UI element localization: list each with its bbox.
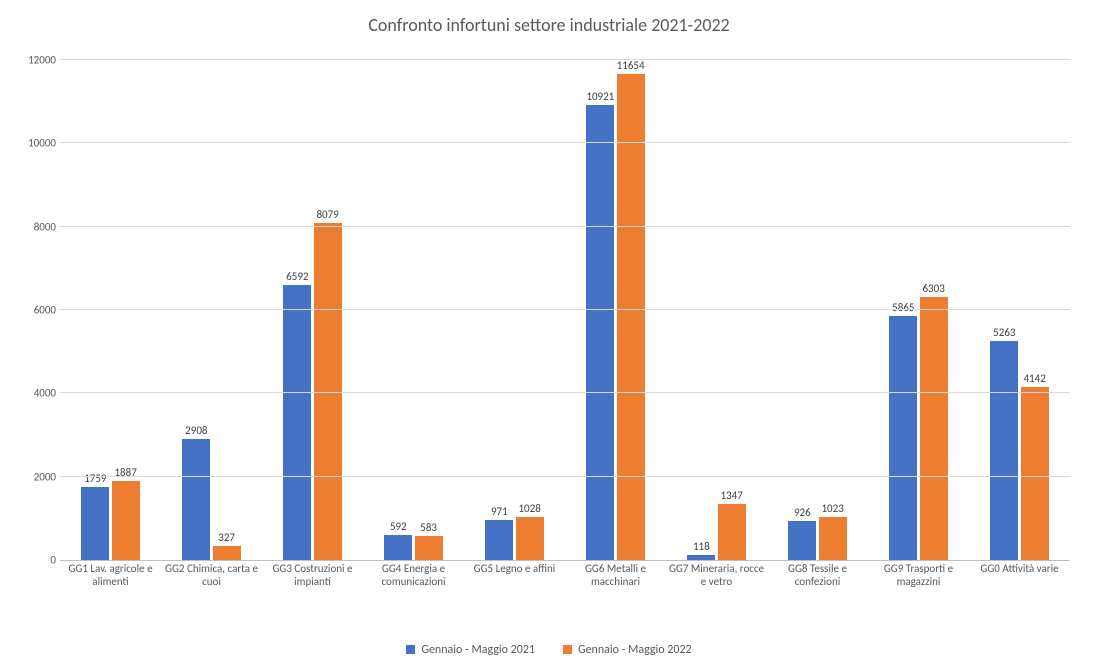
x-axis-labels: GG1 Lav. agricole e alimentiGG2 Chimica,…	[60, 562, 1070, 622]
y-tick-label: 6000	[6, 304, 56, 317]
bar: 583	[415, 536, 443, 560]
bar: 971	[485, 520, 513, 560]
bar-value-label: 327	[218, 531, 235, 546]
y-tick-label: 2000	[6, 470, 56, 483]
bar-value-label: 8079	[316, 208, 338, 223]
bar: 5865	[889, 316, 917, 560]
x-tick-label: GG6 Metalli e macchinari	[565, 562, 666, 622]
y-tick-label: 12000	[6, 54, 56, 67]
bar-value-label: 10921	[586, 90, 614, 105]
bar: 6592	[283, 285, 311, 560]
bar: 2908	[182, 439, 210, 560]
bar-value-label: 592	[390, 520, 407, 535]
bar-group: 1092111654	[586, 60, 645, 560]
bar-group: 592583	[384, 60, 443, 560]
y-tick-label: 8000	[6, 220, 56, 233]
bar: 5263	[990, 341, 1018, 560]
bar-value-label: 1023	[821, 502, 843, 517]
x-tick-label: GG7 Mineraria, rocce e vetro	[666, 562, 767, 622]
bar-value-label: 6303	[922, 282, 944, 297]
legend: Gennaio - Maggio 2021 Gennaio - Maggio 20…	[0, 643, 1098, 659]
bar-group: 6592 8079	[283, 60, 342, 560]
x-tick-label: GG9 Trasporti e magazzini	[868, 562, 969, 622]
bar-value-label: 926	[794, 506, 811, 521]
bar: 1887	[112, 481, 140, 560]
gridline	[60, 59, 1070, 60]
legend-swatch	[563, 645, 572, 654]
gridline	[60, 476, 1070, 477]
bar-value-label: 1759	[84, 472, 106, 487]
bar: 1023	[819, 517, 847, 560]
bar: 327	[213, 546, 241, 560]
x-tick-label: GG2 Chimica, carta e cuoi	[161, 562, 262, 622]
bar-group: 9711028	[485, 60, 544, 560]
bar: 6303	[920, 297, 948, 560]
gridline	[60, 226, 1070, 227]
bar-value-label: 971	[491, 505, 508, 520]
bar: 592	[384, 535, 412, 560]
bars-layer: 1759188729083276592807959258397110281092…	[60, 60, 1070, 560]
bar: 11654	[617, 74, 645, 560]
bar-group: 9261023	[788, 60, 847, 560]
y-tick-label: 4000	[6, 387, 56, 400]
bar-value-label: 1887	[114, 466, 136, 481]
bar-value-label: 4142	[1023, 372, 1045, 387]
bar: 1028	[516, 517, 544, 560]
y-tick-label: 0	[6, 554, 56, 567]
gridline	[60, 309, 1070, 310]
bar-group: 52634142	[990, 60, 1049, 560]
bar-value-label: 11654	[617, 59, 645, 74]
plot-area: 1759188729083276592807959258397110281092…	[60, 60, 1070, 561]
bar-value-label: 6592	[286, 270, 308, 285]
x-tick-label: GG8 Tessile e confezioni	[767, 562, 868, 622]
legend-label: Gennaio - Maggio 2021	[421, 643, 535, 657]
chart-container: Confronto infortuni settore industriale …	[0, 0, 1098, 666]
bar: 118	[687, 555, 715, 560]
bar-value-label: 583	[420, 521, 437, 536]
y-tick-label: 10000	[6, 137, 56, 150]
chart-title: Confronto infortuni settore industriale …	[0, 0, 1098, 44]
legend-label: Gennaio - Maggio 2022	[578, 643, 692, 657]
bar: 1759	[81, 487, 109, 560]
legend-item: Gennaio - Maggio 2021	[406, 643, 535, 657]
bar-group: 17591887	[81, 60, 140, 560]
bar-group: 1181347	[687, 60, 746, 560]
bar: 926	[788, 521, 816, 560]
bar-group: 2908327	[182, 60, 241, 560]
legend-swatch	[406, 645, 415, 654]
legend-item: Gennaio - Maggio 2022	[563, 643, 692, 657]
x-tick-label: GG4 Energia e comunicazioni	[363, 562, 464, 622]
bar-value-label: 2908	[185, 424, 207, 439]
bar-group: 58656303	[889, 60, 948, 560]
bar: 1347	[718, 504, 746, 560]
gridline	[60, 142, 1070, 143]
x-tick-label: GG1 Lav. agricole e alimenti	[60, 562, 161, 622]
x-tick-label: GG3 Costruzioni e impianti	[262, 562, 363, 622]
bar-value-label: 118	[693, 540, 710, 555]
x-tick-label: GG5 Legno e affini	[464, 562, 565, 622]
bar: 4142	[1021, 387, 1049, 560]
bar-value-label: 1028	[518, 502, 540, 517]
gridline	[60, 392, 1070, 393]
bar-value-label: 1347	[720, 489, 742, 504]
bar-value-label: 5263	[993, 326, 1015, 341]
x-tick-label: GG0 Attività varie	[969, 562, 1070, 622]
bar: 10921	[586, 105, 614, 560]
